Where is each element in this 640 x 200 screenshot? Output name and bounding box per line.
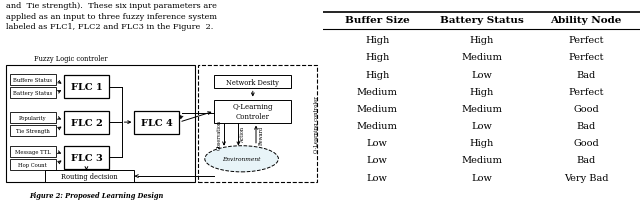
FancyBboxPatch shape: [10, 146, 56, 157]
FancyBboxPatch shape: [134, 111, 179, 134]
Text: Bad: Bad: [577, 156, 596, 165]
Text: Low: Low: [471, 121, 492, 130]
FancyBboxPatch shape: [64, 76, 109, 99]
Text: FLC 4: FLC 4: [141, 118, 173, 127]
Text: and  Tie strength).  These six input parameters are
applied as an input to three: and Tie strength). These six input param…: [6, 2, 218, 31]
Text: Medium: Medium: [356, 87, 397, 96]
Text: Good: Good: [573, 104, 599, 113]
Text: High: High: [470, 36, 493, 45]
Text: Q-Learning
Controler: Q-Learning Controler: [232, 103, 273, 120]
Text: Reward: Reward: [259, 125, 263, 144]
Text: Medium: Medium: [461, 53, 502, 62]
Text: High: High: [365, 70, 389, 79]
Text: FLC 3: FLC 3: [70, 153, 102, 162]
Text: Medium: Medium: [356, 104, 397, 113]
Text: Perfect: Perfect: [568, 87, 604, 96]
FancyBboxPatch shape: [64, 146, 109, 169]
Text: Network Desity: Network Desity: [227, 78, 279, 86]
Text: Low: Low: [471, 173, 492, 182]
FancyBboxPatch shape: [45, 170, 134, 182]
Text: FLC 1: FLC 1: [70, 83, 102, 92]
Text: Medium: Medium: [461, 104, 502, 113]
Text: Q-Learning controler: Q-Learning controler: [314, 96, 319, 152]
Text: Action: Action: [240, 127, 244, 142]
Text: Tie Strength: Tie Strength: [16, 128, 50, 133]
Text: Hop Count: Hop Count: [19, 162, 47, 167]
Text: High: High: [365, 53, 389, 62]
Text: Popularity: Popularity: [19, 115, 47, 120]
Text: Medium: Medium: [356, 121, 397, 130]
Ellipse shape: [205, 146, 278, 172]
Text: Medium: Medium: [461, 156, 502, 165]
Text: FLC 2: FLC 2: [70, 118, 102, 127]
FancyBboxPatch shape: [10, 159, 56, 170]
Text: Environment: Environment: [222, 157, 261, 161]
FancyBboxPatch shape: [214, 75, 291, 89]
Text: Low: Low: [471, 70, 492, 79]
FancyBboxPatch shape: [10, 88, 56, 99]
Text: Perfect: Perfect: [568, 53, 604, 62]
Text: Ability Node: Ability Node: [550, 16, 622, 25]
Text: Battery Status: Battery Status: [13, 91, 52, 96]
Text: Low: Low: [367, 139, 387, 148]
Text: High: High: [470, 139, 493, 148]
FancyBboxPatch shape: [214, 100, 291, 123]
Text: Buffere Status: Buffere Status: [13, 78, 52, 83]
Text: Bad: Bad: [577, 121, 596, 130]
Text: Message TTL: Message TTL: [15, 149, 51, 154]
Text: Routing decision: Routing decision: [61, 172, 118, 180]
Text: Buffer Size: Buffer Size: [345, 16, 410, 25]
Text: Battery Status: Battery Status: [440, 16, 524, 25]
FancyBboxPatch shape: [64, 111, 109, 134]
Text: Figure 2: Proposed Learning Design: Figure 2: Proposed Learning Design: [29, 191, 163, 199]
Text: High: High: [470, 87, 493, 96]
Text: Good: Good: [573, 139, 599, 148]
Text: Perfect: Perfect: [568, 36, 604, 45]
FancyBboxPatch shape: [10, 75, 56, 86]
Text: High: High: [365, 36, 389, 45]
Text: Very Bad: Very Bad: [564, 173, 609, 182]
Text: Low: Low: [367, 156, 387, 165]
FancyBboxPatch shape: [10, 112, 56, 123]
Text: Fuzzy Logic controler: Fuzzy Logic controler: [34, 55, 107, 63]
Text: Bad: Bad: [577, 70, 596, 79]
Text: Low: Low: [367, 173, 387, 182]
Text: Observation: Observation: [217, 120, 221, 149]
FancyBboxPatch shape: [10, 125, 56, 136]
